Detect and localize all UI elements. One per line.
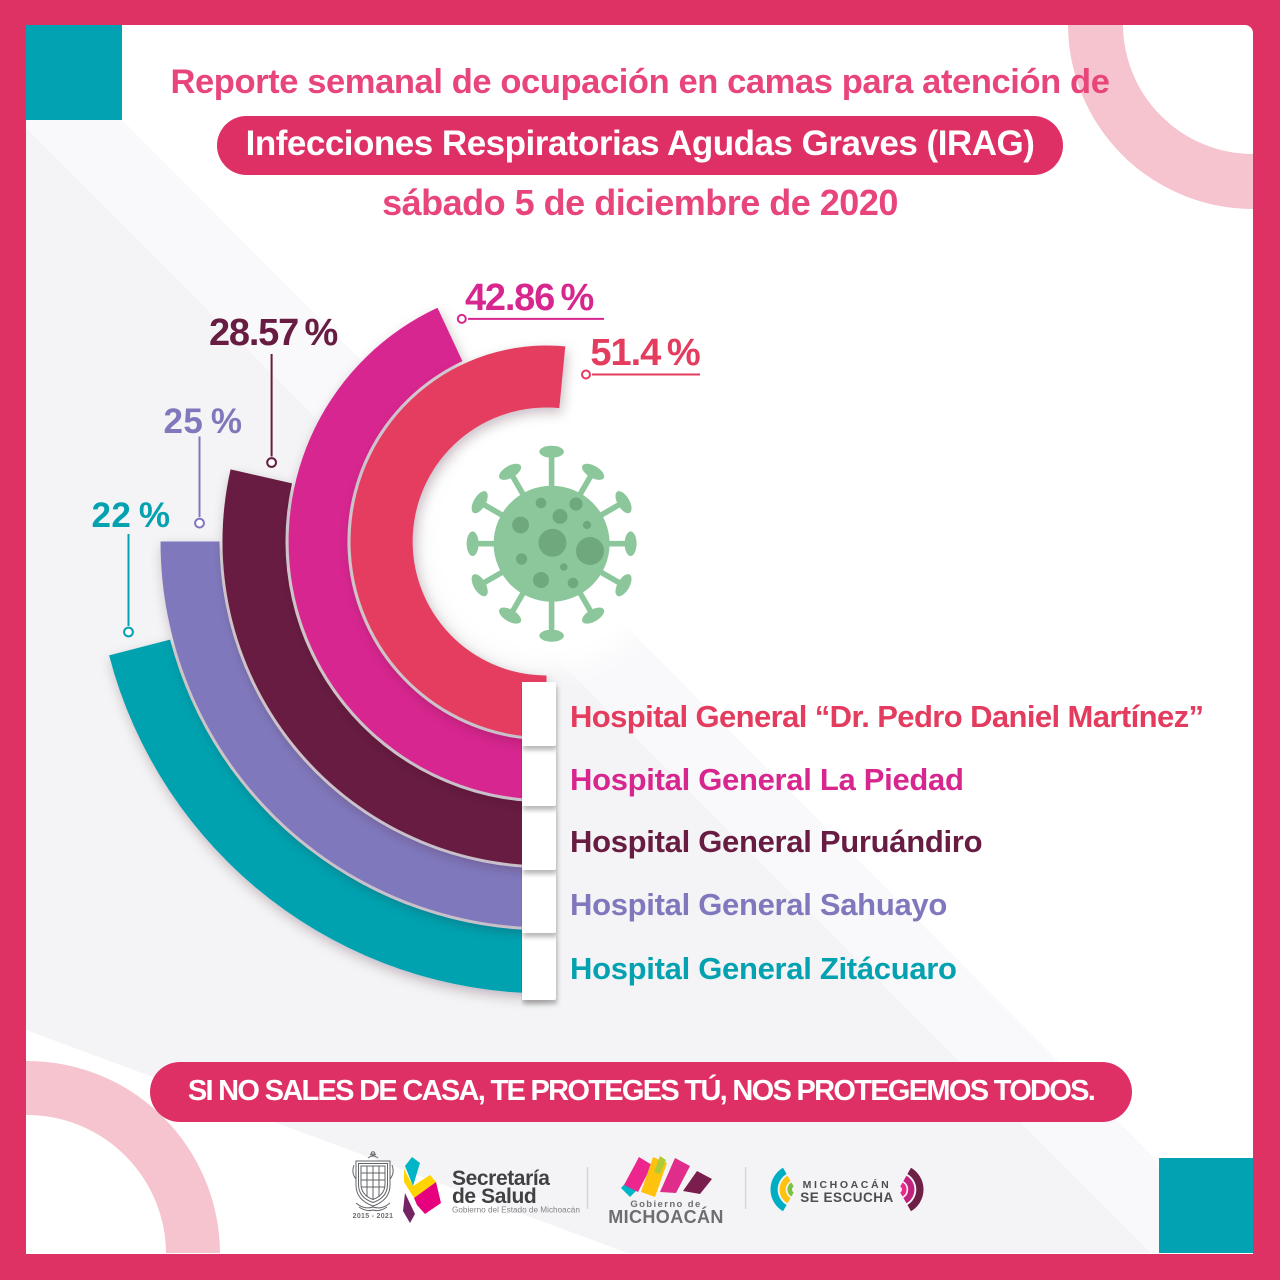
svg-text:MICHOACÁN: MICHOACÁN — [608, 1206, 724, 1227]
svg-text:2015 - 2021: 2015 - 2021 — [353, 1213, 394, 1220]
svg-text:Secretaría: Secretaría — [452, 1167, 550, 1190]
svg-text:Gobierno del Estado de Michoac: Gobierno del Estado de Michoacán — [452, 1206, 580, 1215]
svg-text:MICHOACÁN: MICHOACÁN — [803, 1178, 892, 1191]
svg-text:de Salud: de Salud — [452, 1185, 536, 1208]
svg-text:Gobierno de: Gobierno de — [630, 1199, 701, 1210]
svg-text:SE ESCUCHA: SE ESCUCHA — [800, 1190, 894, 1205]
